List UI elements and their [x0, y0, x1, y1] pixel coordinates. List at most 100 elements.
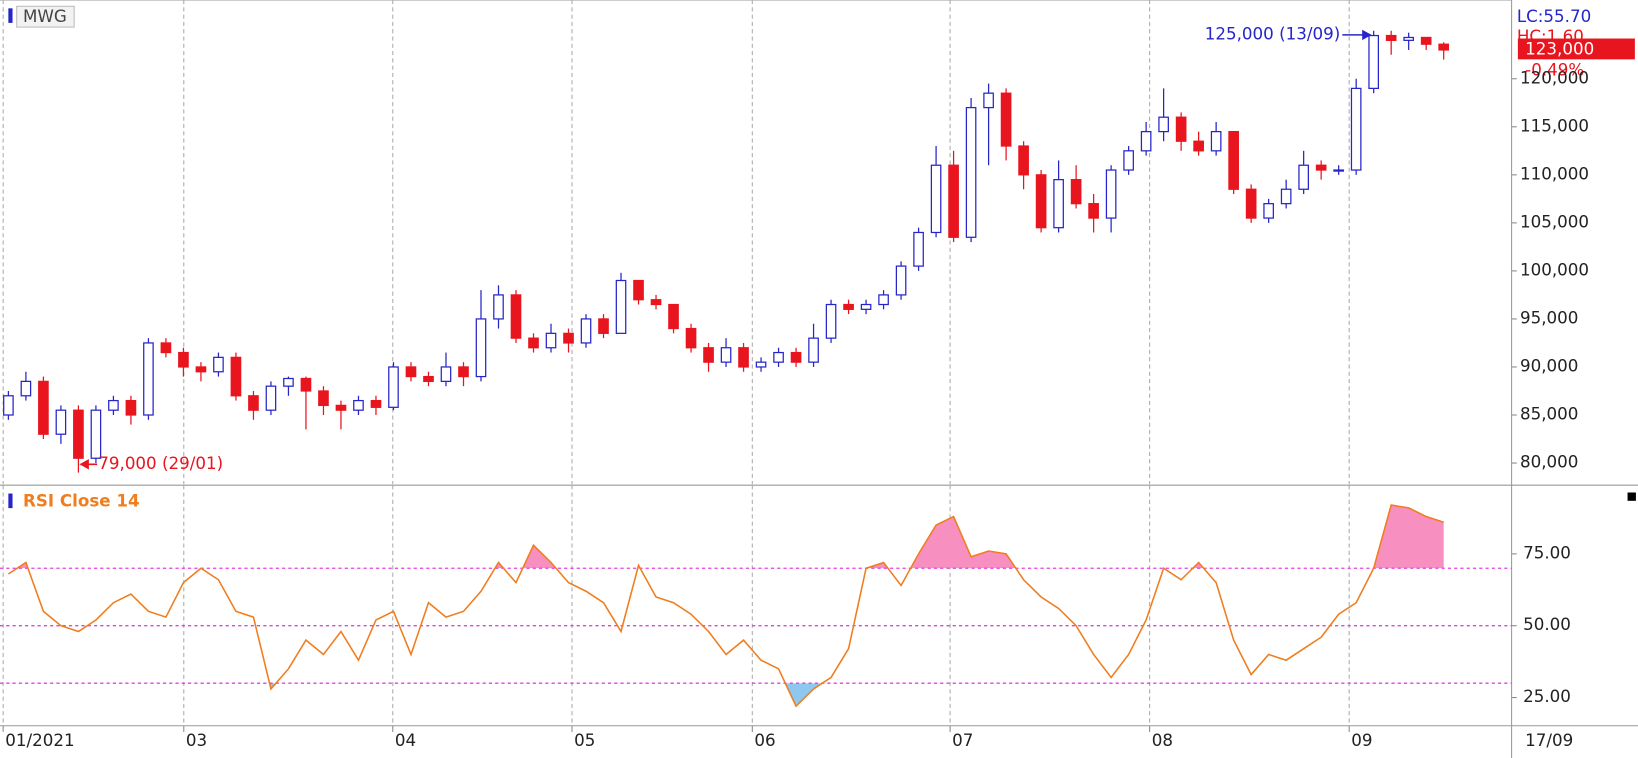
candle-body [230, 356, 242, 397]
candle-body [1403, 36, 1415, 41]
candle-body [1210, 130, 1222, 152]
close-icon[interactable] [1627, 492, 1636, 501]
candle-body [405, 366, 417, 378]
candle-body [808, 337, 819, 363]
y-tick-label: 115,000 [1520, 116, 1589, 135]
candle-body [1333, 169, 1344, 172]
symbol-box [16, 5, 75, 28]
last-date: 17/09 [1525, 731, 1573, 750]
candle-body [790, 351, 802, 363]
candle-body [1245, 188, 1257, 219]
candle-body [860, 303, 872, 310]
candle-body [493, 294, 504, 320]
y-tick-label: 80,000 [1520, 453, 1578, 472]
y-tick-label: 85,000 [1520, 405, 1578, 424]
max-label: 125,000 (13/09) [1205, 24, 1341, 43]
candle-body [38, 380, 49, 435]
candle-body [160, 342, 172, 354]
candle-body [1053, 179, 1064, 229]
candle-body [965, 106, 977, 238]
candle-body [510, 294, 522, 339]
candle-body [353, 399, 364, 411]
candle-body [528, 337, 539, 349]
candle-body [1420, 36, 1432, 45]
candle-body [1368, 34, 1379, 90]
x-tick-label: 07 [952, 731, 973, 750]
candle-body [125, 399, 137, 416]
x-tick-label: 01/2021 [5, 731, 74, 750]
candle-body [1193, 140, 1204, 152]
candle-body [580, 318, 592, 344]
indicator-title: RSI Close 14 [23, 491, 140, 510]
candle-body [370, 399, 382, 408]
candle-body [703, 347, 714, 363]
info-label: LC:55.70 [1517, 7, 1591, 26]
min-label: 79,000 (29/01) [98, 454, 223, 473]
candle-body [195, 366, 207, 373]
candle-body [650, 299, 662, 306]
candle-body [143, 342, 154, 416]
y-tick-label: 100,000 [1520, 260, 1589, 279]
candle-body [3, 395, 14, 416]
y-tick-label: 110,000 [1520, 164, 1589, 183]
candle-body [895, 265, 907, 296]
candle-body [1018, 145, 1029, 176]
candle-body [878, 294, 889, 306]
candle-body [1315, 164, 1327, 171]
candle-body [213, 356, 224, 373]
candle-body [108, 399, 119, 411]
y-tick-label: 90,000 [1520, 356, 1578, 375]
candle-body [300, 377, 312, 392]
candle-body [1105, 169, 1117, 219]
x-tick-label: 08 [1152, 731, 1173, 750]
candle-body [1140, 130, 1152, 152]
candle-body [1123, 150, 1134, 171]
candle-body [423, 375, 434, 382]
candle-body [1070, 179, 1082, 205]
y-tick-label: 75.00 [1523, 543, 1571, 562]
candle-body [738, 347, 749, 368]
candle-body [90, 409, 102, 459]
last-price: 123,000 [1525, 39, 1594, 58]
min-arrowhead [79, 459, 89, 470]
candle-body [178, 351, 189, 368]
candle-body [1280, 188, 1292, 205]
candle-body [1000, 92, 1012, 147]
candle-body [720, 347, 732, 363]
candle-body [55, 409, 67, 435]
y-tick-label: 120,000 [1520, 68, 1589, 87]
change-label: -0.49% [1525, 60, 1584, 79]
candle-body [283, 377, 294, 387]
candle-body [1298, 164, 1309, 190]
candle-body [1350, 87, 1362, 171]
candle-body [475, 318, 487, 378]
candle-body [318, 390, 329, 407]
x-tick-label: 09 [1351, 731, 1372, 750]
candle-body [73, 409, 84, 459]
symbol-marker [8, 8, 13, 23]
candle-body [843, 303, 854, 310]
symbol-title: MWG [23, 7, 67, 26]
candle-body [563, 332, 574, 344]
y-tick-label: 25.00 [1523, 687, 1571, 706]
candle-body [440, 366, 452, 382]
candle-body [1158, 116, 1169, 133]
candle-body [913, 231, 924, 267]
x-tick-label: 05 [574, 731, 595, 750]
candle-body [248, 395, 259, 411]
y-tick-label: 105,000 [1520, 212, 1589, 231]
candle-body [685, 327, 697, 349]
x-tick-label: 04 [395, 731, 416, 750]
candle-body [633, 279, 644, 301]
candle-body [930, 164, 942, 234]
candle-body [545, 332, 557, 349]
last-price-box [1517, 38, 1635, 60]
candle-body [615, 279, 627, 334]
candle-body [1175, 116, 1187, 142]
candle-body [755, 361, 767, 368]
y-tick-label: 95,000 [1520, 308, 1578, 327]
candle-body [1263, 203, 1274, 219]
candle-body [1385, 34, 1397, 41]
